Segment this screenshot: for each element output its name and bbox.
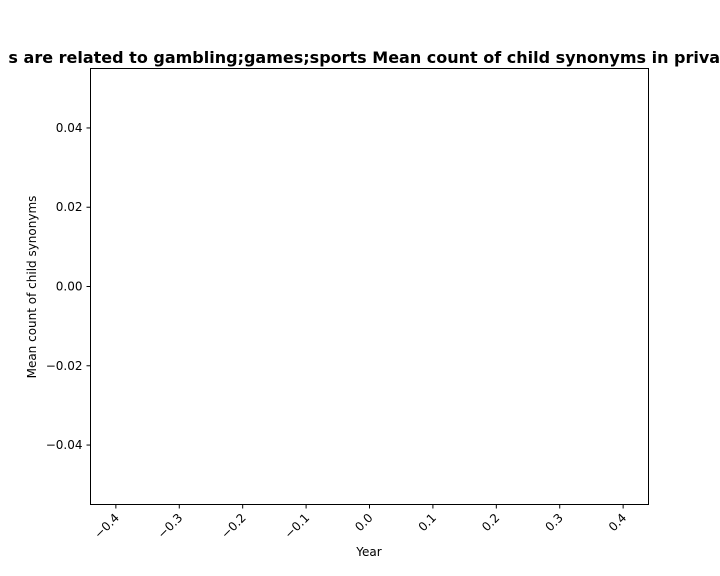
y-axis-label: Mean count of child synonyms <box>25 196 39 379</box>
x-axis-label: Year <box>355 545 381 559</box>
y-tick-label: 0.02 <box>56 200 83 214</box>
y-tick-label: 0.00 <box>56 280 83 294</box>
y-tick-label: −0.04 <box>46 438 83 452</box>
y-axis-ticks: 0.04 0.02 0.00 −0.02 −0.04 <box>46 121 91 452</box>
y-tick-label: −0.02 <box>46 359 83 373</box>
chart-title: s are related to gambling;games;sports M… <box>8 48 720 67</box>
y-tick-label: 0.04 <box>56 121 83 135</box>
